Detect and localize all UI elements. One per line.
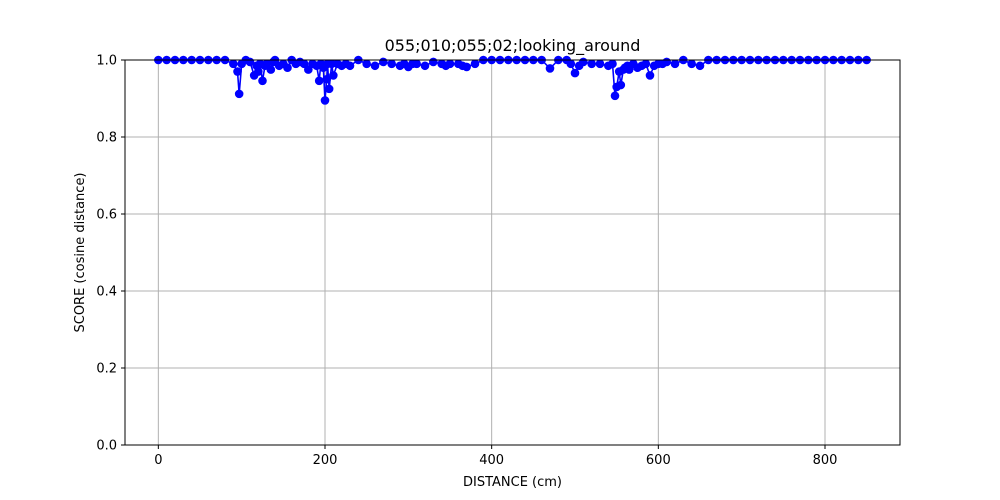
data-point: [412, 59, 421, 69]
data-point: [470, 59, 480, 69]
data-point: [610, 91, 620, 101]
x-tick-label: 200: [313, 453, 338, 468]
data-point: [387, 59, 396, 69]
data-point: [314, 76, 324, 86]
data-point: [608, 59, 617, 69]
y-tick-label: 0.0: [96, 439, 117, 454]
data-point: [420, 61, 430, 71]
x-tick-label: 400: [479, 453, 504, 468]
x-tick-label: 600: [646, 453, 671, 468]
data-point: [345, 61, 355, 71]
data-point: [254, 67, 263, 76]
data-point: [570, 68, 580, 78]
y-axis-label: SCORE (cosine distance): [73, 172, 88, 332]
plot-background: [125, 60, 900, 445]
x-tick-label: 0: [154, 453, 162, 468]
y-tick-label: 0.6: [96, 208, 117, 223]
data-point: [566, 59, 576, 69]
data-point: [320, 96, 330, 105]
data-point: [362, 59, 371, 69]
data-point: [645, 71, 655, 80]
data-series: [154, 55, 871, 105]
y-tick-label: 1.0: [96, 54, 117, 69]
y-tick-label: 0.8: [96, 131, 117, 146]
data-point: [322, 74, 331, 84]
y-tick-label: 0.2: [96, 362, 117, 377]
data-point: [662, 57, 671, 67]
data-point: [233, 67, 242, 76]
x-tick-label: 800: [813, 453, 838, 468]
data-point: [462, 62, 471, 72]
data-point: [379, 57, 388, 67]
x-axis-label: DISTANCE (cm): [463, 475, 562, 490]
data-point: [324, 84, 334, 94]
y-tick-label: 0.4: [96, 285, 117, 300]
axis-ticks: 0 200 400 600 800 0.0 0.2 0.4 0.6 0.8 1.0: [96, 54, 837, 469]
data-point: [283, 63, 292, 72]
data-point: [429, 57, 438, 67]
data-point: [616, 80, 626, 90]
data-point: [687, 59, 696, 69]
data-point: [670, 59, 680, 69]
data-point: [579, 57, 588, 67]
chart-title: 055;010;055;02;looking_around: [385, 36, 641, 56]
data-point: [329, 71, 338, 80]
data-point: [587, 59, 596, 69]
data-point: [445, 59, 455, 69]
data-point: [641, 59, 651, 69]
data-point: [229, 59, 238, 69]
data-point: [258, 76, 267, 86]
data-point: [545, 64, 555, 73]
data-point: [266, 65, 276, 74]
data-point: [595, 59, 605, 69]
plot-frame: [124, 59, 901, 446]
data-point: [234, 89, 244, 99]
data-point: [695, 61, 705, 71]
data-point: [370, 61, 380, 71]
